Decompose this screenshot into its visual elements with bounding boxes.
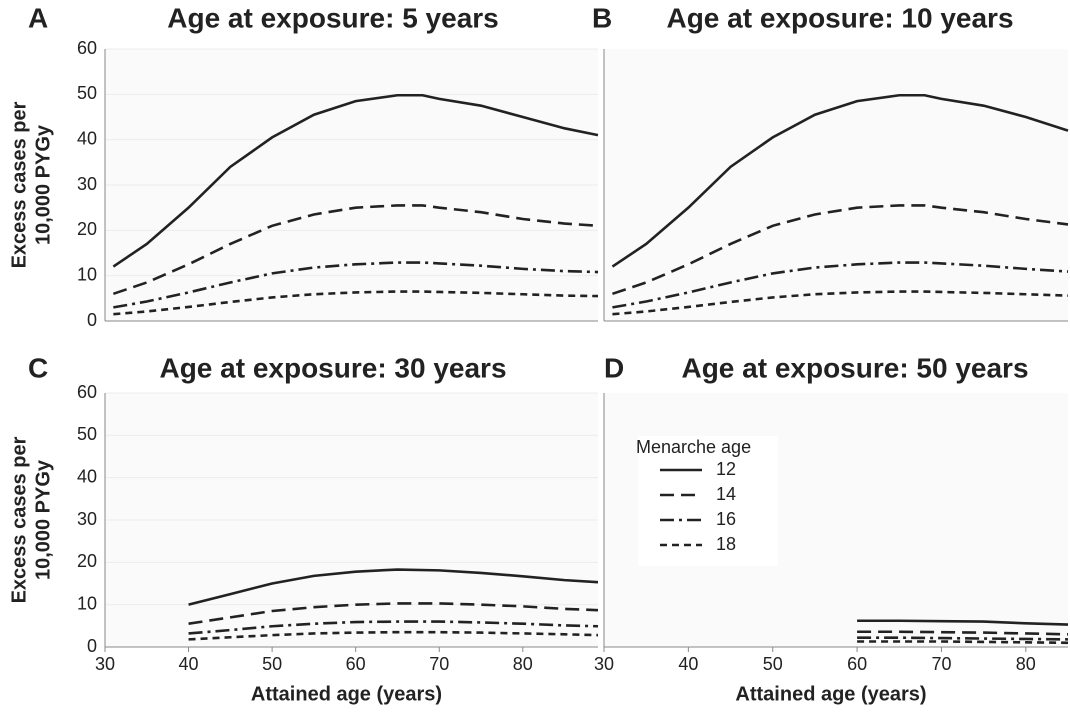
panel-title: Age at exposure: 30 years [159, 352, 506, 383]
x-tick-label: 30 [594, 654, 614, 674]
x-axis-label: Attained age (years) [735, 683, 926, 705]
legend-label: 14 [716, 484, 736, 504]
series-line [188, 568, 599, 606]
legend-label: 18 [716, 534, 736, 554]
legend-title: Menarche age [636, 437, 751, 457]
x-tick-label: 60 [847, 654, 867, 674]
y-axis-label: 10,000 PYGy [32, 124, 54, 245]
y-tick-label: 40 [77, 128, 97, 148]
y-tick-label: 60 [77, 38, 97, 58]
y-tick-label: 50 [77, 83, 97, 103]
legend-label: 16 [716, 509, 736, 529]
y-axis-label: 10,000 PYGy [32, 459, 54, 580]
series-line [612, 290, 1069, 316]
series-line [611, 93, 1069, 268]
x-tick-label: 50 [763, 654, 783, 674]
x-tick-label: 80 [513, 654, 533, 674]
legend-label: 12 [716, 459, 736, 479]
series-line [612, 261, 1069, 309]
panel-title: Age at exposure: 5 years [167, 2, 499, 33]
y-tick-label: 30 [77, 174, 97, 194]
series-line [113, 261, 599, 309]
panel-label: A [28, 2, 48, 33]
y-tick-label: 40 [77, 466, 97, 486]
panel-label: D [604, 352, 624, 383]
x-tick-label: 70 [429, 654, 449, 674]
y-tick-label: 0 [87, 636, 97, 656]
series-line [857, 630, 1069, 636]
plot-area [604, 49, 1068, 321]
y-axis-label: Excess cases per [8, 101, 30, 268]
y-tick-label: 0 [87, 310, 97, 330]
series-line [188, 630, 599, 641]
series-line [113, 290, 599, 316]
y-tick-label: 20 [77, 219, 97, 239]
series-line [857, 636, 1069, 641]
series-line [188, 620, 599, 635]
y-tick-label: 10 [77, 593, 97, 613]
x-axis-label: Attained age (years) [251, 683, 442, 705]
series-line [857, 619, 1069, 626]
y-tick-label: 30 [77, 509, 97, 529]
panel-label: B [592, 2, 612, 33]
x-tick-label: 30 [95, 654, 115, 674]
y-tick-label: 10 [77, 264, 97, 284]
x-tick-label: 40 [179, 654, 199, 674]
x-tick-label: 80 [1016, 654, 1036, 674]
series-line [112, 93, 599, 268]
x-tick-label: 50 [262, 654, 282, 674]
x-tick-label: 40 [678, 654, 698, 674]
panel-title: Age at exposure: 10 years [666, 2, 1013, 33]
y-tick-label: 60 [77, 382, 97, 402]
panel-title: Age at exposure: 50 years [681, 352, 1028, 383]
x-tick-label: 60 [346, 654, 366, 674]
panel-label: C [28, 352, 48, 383]
series-line [612, 204, 1069, 296]
series-line [112, 204, 599, 296]
y-axis-label: Excess cases per [8, 436, 30, 603]
x-tick-label: 70 [931, 654, 951, 674]
y-tick-label: 20 [77, 551, 97, 571]
series-line [188, 602, 599, 626]
y-tick-label: 50 [77, 424, 97, 444]
